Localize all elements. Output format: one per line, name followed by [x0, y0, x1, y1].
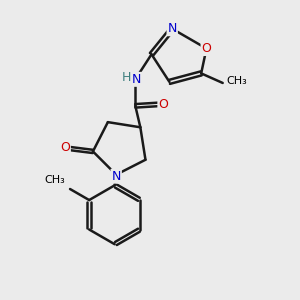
Text: O: O [60, 140, 70, 154]
Text: O: O [158, 98, 168, 111]
Text: N: N [167, 22, 177, 35]
Text: CH₃: CH₃ [226, 76, 247, 86]
Text: CH₃: CH₃ [44, 176, 65, 185]
Text: H: H [122, 71, 131, 84]
Text: N: N [112, 170, 121, 183]
Text: O: O [202, 42, 212, 55]
Text: N: N [132, 73, 142, 86]
